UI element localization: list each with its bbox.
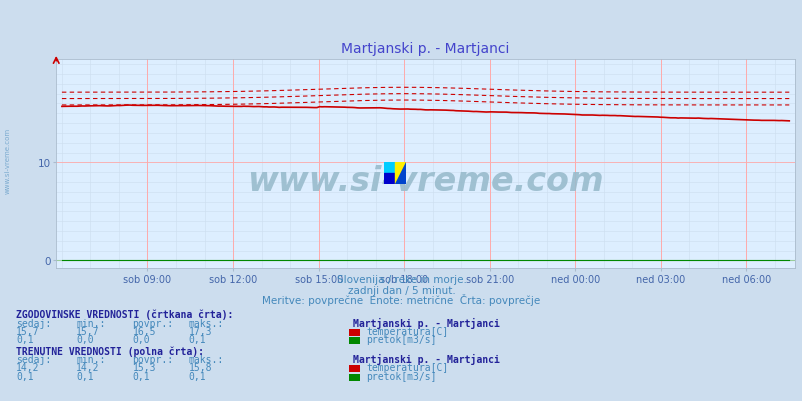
Bar xyxy=(395,162,406,184)
Text: sedaj:: sedaj: xyxy=(16,318,51,328)
Text: TRENUTNE VREDNOSTI (polna črta):: TRENUTNE VREDNOSTI (polna črta): xyxy=(16,345,204,356)
Bar xyxy=(383,173,395,184)
Text: 0,0: 0,0 xyxy=(76,334,94,344)
Text: Meritve: povprečne  Enote: metrične  Črta: povprečje: Meritve: povprečne Enote: metrične Črta:… xyxy=(262,294,540,306)
Text: sedaj:: sedaj: xyxy=(16,354,51,364)
Text: 16,5: 16,5 xyxy=(132,326,156,336)
Text: 0,1: 0,1 xyxy=(16,334,34,344)
Text: 14,2: 14,2 xyxy=(76,363,99,373)
Text: temperatura[C]: temperatura[C] xyxy=(366,363,448,373)
Text: 0,1: 0,1 xyxy=(76,371,94,381)
Text: 0,1: 0,1 xyxy=(132,371,150,381)
Text: pretok[m3/s]: pretok[m3/s] xyxy=(366,334,436,344)
Text: ZGODOVINSKE VREDNOSTI (črtkana črta):: ZGODOVINSKE VREDNOSTI (črtkana črta): xyxy=(16,309,233,320)
Text: 15,8: 15,8 xyxy=(188,363,212,373)
Text: min.:: min.: xyxy=(76,318,106,328)
Text: Martjanski p. - Martjanci: Martjanski p. - Martjanci xyxy=(353,317,500,328)
Text: www.si-vreme.com: www.si-vreme.com xyxy=(247,165,603,198)
Text: pretok[m3/s]: pretok[m3/s] xyxy=(366,371,436,381)
Text: maks.:: maks.: xyxy=(188,354,224,364)
Text: zadnji dan / 5 minut.: zadnji dan / 5 minut. xyxy=(347,286,455,296)
Text: 0,1: 0,1 xyxy=(188,371,206,381)
Text: 15,7: 15,7 xyxy=(76,326,99,336)
Text: temperatura[C]: temperatura[C] xyxy=(366,326,448,336)
Text: min.:: min.: xyxy=(76,354,106,364)
Text: 17,3: 17,3 xyxy=(188,326,212,336)
Text: maks.:: maks.: xyxy=(188,318,224,328)
Text: www.si-vreme.com: www.si-vreme.com xyxy=(4,128,10,193)
Text: 0,1: 0,1 xyxy=(188,334,206,344)
Text: 15,7: 15,7 xyxy=(16,326,39,336)
Text: povpr.:: povpr.: xyxy=(132,354,173,364)
Text: 0,0: 0,0 xyxy=(132,334,150,344)
Title: Martjanski p. - Martjanci: Martjanski p. - Martjanci xyxy=(341,42,509,56)
Text: 15,3: 15,3 xyxy=(132,363,156,373)
Polygon shape xyxy=(395,162,406,184)
Bar xyxy=(383,162,395,173)
Text: povpr.:: povpr.: xyxy=(132,318,173,328)
Text: 14,2: 14,2 xyxy=(16,363,39,373)
Text: Martjanski p. - Martjanci: Martjanski p. - Martjanci xyxy=(353,353,500,364)
Text: 0,1: 0,1 xyxy=(16,371,34,381)
Text: Slovenija / reke in morje.: Slovenija / reke in morje. xyxy=(336,275,466,285)
